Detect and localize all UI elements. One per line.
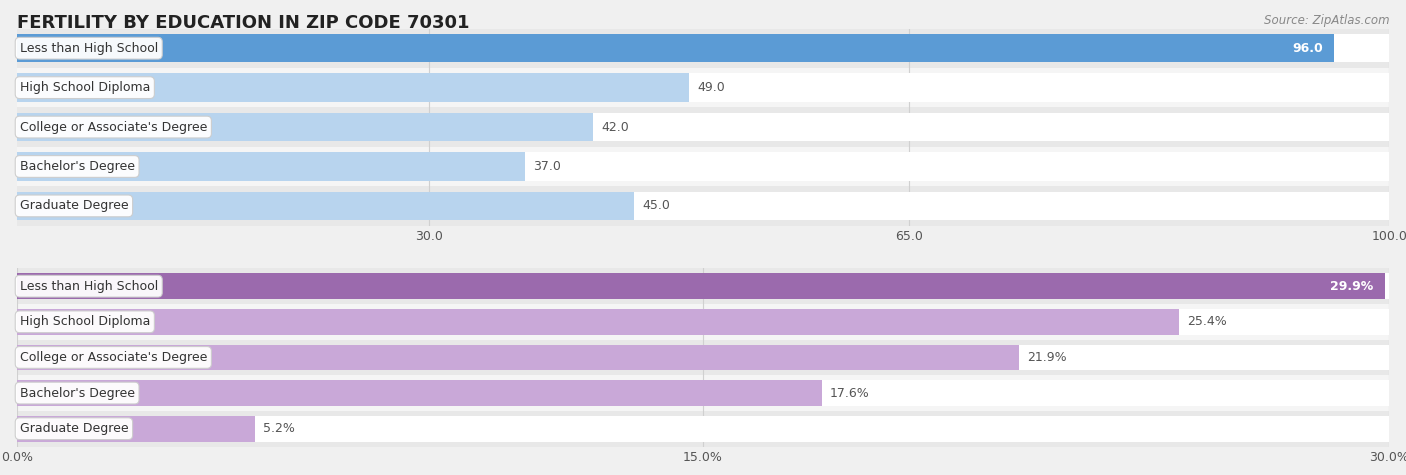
Bar (17, 107, 1389, 147)
Text: 45.0: 45.0 (643, 200, 671, 212)
Text: High School Diploma: High School Diploma (20, 315, 150, 328)
Bar (17, 416, 1389, 442)
Bar (17, 345, 1018, 370)
Bar (17, 192, 1389, 220)
Bar (17, 152, 524, 180)
Text: Graduate Degree: Graduate Degree (20, 200, 128, 212)
Bar (17, 268, 1389, 304)
Bar (17, 34, 1389, 62)
Bar (17, 274, 1389, 299)
Text: 42.0: 42.0 (602, 121, 630, 133)
Bar (17, 113, 593, 141)
Text: 25.4%: 25.4% (1187, 315, 1226, 328)
Bar (17, 74, 689, 102)
Bar (17, 68, 1389, 107)
Bar (17, 411, 1389, 446)
Text: 5.2%: 5.2% (263, 422, 295, 435)
Bar (17, 380, 823, 406)
Text: College or Associate's Degree: College or Associate's Degree (20, 351, 207, 364)
Text: College or Associate's Degree: College or Associate's Degree (20, 121, 207, 133)
Text: Less than High School: Less than High School (20, 42, 157, 55)
Bar (17, 340, 1389, 375)
Text: 37.0: 37.0 (533, 160, 561, 173)
Bar (17, 309, 1389, 334)
Bar (17, 309, 1178, 334)
Bar (17, 28, 1389, 68)
Bar (17, 380, 1389, 406)
Text: Bachelor's Degree: Bachelor's Degree (20, 387, 135, 399)
Text: 17.6%: 17.6% (830, 387, 870, 399)
Bar (17, 304, 1389, 340)
Bar (17, 416, 254, 442)
Text: Source: ZipAtlas.com: Source: ZipAtlas.com (1264, 14, 1389, 27)
Bar (17, 192, 634, 220)
Bar (17, 113, 1389, 141)
Bar (17, 186, 1389, 226)
Text: Bachelor's Degree: Bachelor's Degree (20, 160, 135, 173)
Bar (17, 375, 1389, 411)
Text: 21.9%: 21.9% (1026, 351, 1067, 364)
Bar (17, 345, 1389, 370)
Bar (17, 274, 1385, 299)
Text: 29.9%: 29.9% (1330, 280, 1374, 293)
Text: Less than High School: Less than High School (20, 280, 157, 293)
Text: Graduate Degree: Graduate Degree (20, 422, 128, 435)
Text: High School Diploma: High School Diploma (20, 81, 150, 94)
Text: FERTILITY BY EDUCATION IN ZIP CODE 70301: FERTILITY BY EDUCATION IN ZIP CODE 70301 (17, 14, 470, 32)
Bar (17, 152, 1389, 180)
Text: 49.0: 49.0 (697, 81, 725, 94)
Bar (17, 147, 1389, 186)
Bar (17, 34, 1334, 62)
Text: 96.0: 96.0 (1292, 42, 1323, 55)
Bar (17, 74, 1389, 102)
